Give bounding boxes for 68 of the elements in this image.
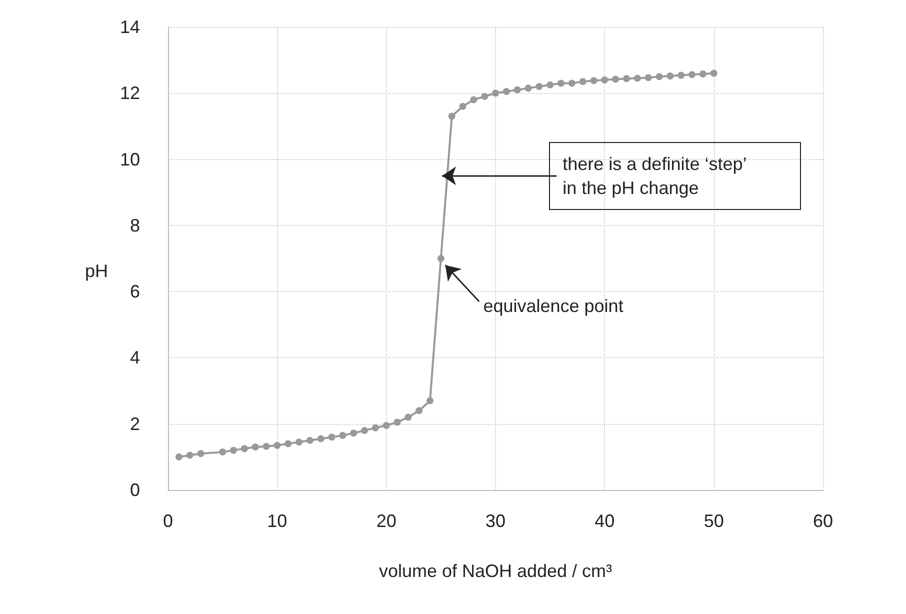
point: [361, 426, 368, 434]
point: [623, 75, 630, 82]
point: [339, 432, 346, 439]
y-tick-label: 8: [130, 215, 140, 236]
point: [634, 74, 641, 82]
point: [197, 450, 204, 458]
y-tick-label: 12: [120, 83, 140, 104]
y-tick-label: 10: [120, 149, 140, 170]
x-tick-label: 20: [376, 511, 396, 531]
x-tick-label: 40: [594, 511, 615, 531]
point: [492, 90, 499, 97]
point: [186, 452, 194, 459]
point: [382, 422, 390, 430]
point: [470, 96, 478, 104]
point: [601, 76, 608, 84]
x-tick-label: 0: [162, 511, 174, 531]
point: [656, 73, 663, 80]
point: [666, 72, 674, 80]
point: [688, 71, 696, 78]
point: [678, 72, 685, 79]
y-tick-label: 14: [120, 17, 140, 37]
point: [394, 418, 401, 426]
point: [536, 83, 543, 90]
point: [568, 80, 576, 87]
x-axis-title: volume of NaOH added / cm³: [378, 561, 612, 581]
point: [284, 440, 292, 448]
point: [262, 442, 270, 450]
point: [317, 435, 324, 442]
point: [296, 438, 302, 446]
point: [175, 453, 182, 460]
point: [502, 88, 510, 95]
point: [350, 430, 358, 437]
x-tick-label: 30: [485, 511, 506, 531]
point: [481, 92, 488, 100]
annotation: there is a definite ‘step’ in the pH change: [562, 154, 752, 198]
point: [612, 76, 620, 83]
point: [416, 407, 423, 414]
point: [448, 112, 456, 120]
point: [644, 74, 652, 82]
x-tick-label: 10: [267, 511, 288, 531]
point: [230, 446, 237, 454]
point: [710, 70, 718, 77]
y-tick-label: 4: [130, 348, 140, 368]
point: [459, 102, 466, 110]
point: [306, 436, 314, 444]
point: [699, 70, 706, 78]
y-tick-label: 6: [130, 282, 140, 302]
point: [514, 86, 521, 94]
point: [590, 77, 598, 84]
point: [252, 444, 259, 451]
point: [579, 78, 586, 86]
y-tick-label: 0: [130, 480, 140, 500]
point: [274, 442, 281, 449]
x-tick-label: 60: [812, 511, 834, 531]
point: [558, 80, 564, 87]
point: [524, 84, 532, 92]
point: [328, 434, 336, 441]
point: [372, 424, 379, 432]
y-axis-title: pH: [85, 261, 108, 281]
point: [546, 81, 554, 88]
point: [219, 448, 226, 456]
y-tick-label: 2: [130, 414, 140, 434]
point: [437, 255, 444, 262]
annotation: equivalence point: [483, 296, 624, 316]
x-tick-label: 50: [704, 511, 724, 531]
point: [426, 397, 434, 404]
point: [404, 414, 412, 421]
point: [240, 445, 248, 452]
